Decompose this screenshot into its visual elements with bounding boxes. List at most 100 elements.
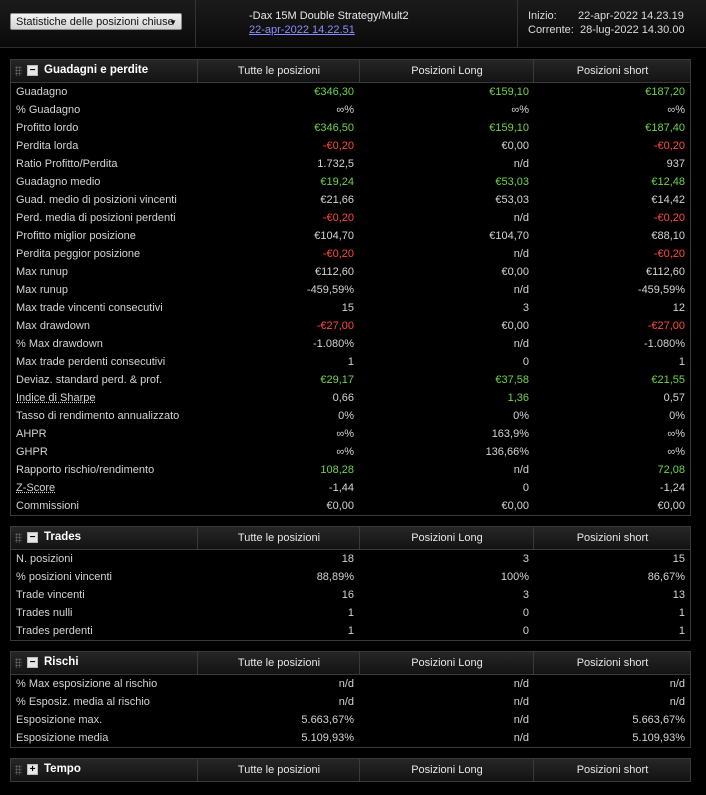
cell-short: -1.080% — [644, 338, 685, 350]
table-row: Indice di Sharpe 0,66 1,36 0,57 — [11, 389, 690, 407]
cell-short: €187,20 — [645, 86, 685, 98]
cell-short: 5.663,67% — [632, 714, 685, 726]
start-value: 22-apr-2022 14.23.19 — [578, 10, 684, 22]
drag-handle-icon[interactable] — [15, 533, 22, 543]
cell-short: €0,00 — [657, 500, 685, 512]
table-row: Esposizione max. 5.663,67% n/d 5.663,67% — [11, 711, 690, 729]
column-header-long[interactable]: Posizioni Long — [359, 759, 534, 781]
cell-long: n/d — [513, 212, 529, 224]
cell-long: n/d — [513, 284, 529, 296]
statistics-type-dropdown[interactable]: Statistiche delle posizioni chiuse ▼ — [10, 13, 182, 30]
cell-short: ∞% — [667, 104, 685, 116]
cell-all: n/d — [338, 696, 354, 708]
cell-all: -459,59% — [306, 284, 354, 296]
risks-panel: − Rischi Tutte le posizioni Posizioni Lo… — [10, 651, 691, 748]
drag-handle-icon[interactable] — [15, 765, 22, 775]
cell-short: -€0,20 — [653, 248, 685, 260]
cell-long: n/d — [513, 338, 529, 350]
cell-all: €112,60 — [315, 266, 354, 278]
column-header-short[interactable]: Posizioni short — [533, 60, 691, 82]
panel-title: Rischi — [44, 656, 79, 668]
cell-long: €0,00 — [501, 266, 529, 278]
row-label: Perdita lorda — [16, 140, 79, 152]
column-header-all[interactable]: Tutte le posizioni — [197, 652, 360, 674]
cell-all: €29,17 — [320, 374, 354, 386]
table-row: Profitto lordo €346,50 €159,10 €187,40 — [11, 119, 690, 137]
column-header-short[interactable]: Posizioni short — [533, 759, 691, 781]
column-header-all[interactable]: Tutte le posizioni — [197, 527, 360, 549]
cell-long: 163,9% — [491, 428, 529, 440]
cell-long: €159,10 — [489, 86, 529, 98]
cell-long: 3 — [522, 553, 529, 565]
cell-all: €0,00 — [326, 500, 354, 512]
divider — [195, 0, 196, 47]
cell-all: -€0,20 — [322, 212, 354, 224]
cell-all: -€0,20 — [322, 248, 354, 260]
cell-long: ∞% — [511, 104, 529, 116]
cell-long: 0 — [522, 482, 529, 494]
cell-all: -€0,20 — [322, 140, 354, 152]
collapse-icon[interactable]: − — [27, 657, 38, 668]
row-label: AHPR — [16, 428, 47, 440]
table-row: Trade vincenti 16 3 13 — [11, 586, 690, 604]
row-label: Profitto lordo — [16, 122, 79, 134]
column-header-all[interactable]: Tutte le posizioni — [197, 60, 360, 82]
table-row: Max trade vincenti consecutivi 15 3 12 — [11, 299, 690, 317]
panel-header: − Rischi Tutte le posizioni Posizioni Lo… — [11, 652, 690, 675]
top-bar: Statistiche delle posizioni chiuse ▼ -Da… — [0, 0, 706, 48]
collapse-icon[interactable]: − — [27, 532, 38, 543]
table-row: Commissioni €0,00 €0,00 €0,00 — [11, 497, 690, 515]
panel-title: Trades — [44, 531, 82, 543]
drag-handle-icon[interactable] — [15, 66, 22, 76]
cell-all: 5.663,67% — [301, 714, 354, 726]
expand-icon[interactable]: + — [27, 764, 38, 775]
cell-long: 3 — [522, 589, 529, 601]
strategy-date-link[interactable]: 22-apr-2022 14.22.51 — [249, 24, 355, 36]
row-label: Max runup — [16, 266, 68, 278]
cell-all: €346,30 — [314, 86, 354, 98]
row-label: Esposizione media — [16, 732, 109, 744]
cell-all: -€27,00 — [316, 320, 354, 332]
table-row: Max runup €112,60 €0,00 €112,60 — [11, 263, 690, 281]
row-label[interactable]: Z-Score — [16, 482, 56, 494]
row-label: Max trade perdenti consecutivi — [16, 356, 166, 368]
cell-all: 5.109,93% — [301, 732, 354, 744]
cell-all: 1 — [347, 356, 354, 368]
cell-short: €88,10 — [651, 230, 685, 242]
cell-short: -1,24 — [659, 482, 685, 494]
cell-short: -459,59% — [637, 284, 685, 296]
row-label: N. posizioni — [16, 553, 73, 565]
row-label: Commissioni — [16, 500, 79, 512]
cell-long: 1,36 — [507, 392, 529, 404]
collapse-icon[interactable]: − — [27, 65, 38, 76]
cell-all: €104,70 — [314, 230, 354, 242]
cell-long: n/d — [513, 696, 529, 708]
column-header-long[interactable]: Posizioni Long — [359, 60, 534, 82]
row-label: GHPR — [16, 446, 48, 458]
column-header-short[interactable]: Posizioni short — [533, 652, 691, 674]
drag-handle-icon[interactable] — [15, 658, 22, 668]
column-header-short[interactable]: Posizioni short — [533, 527, 691, 549]
cell-short: 13 — [672, 589, 685, 601]
panel-header: + Tempo Tutte le posizioni Posizioni Lon… — [11, 759, 690, 781]
cell-all: ∞% — [336, 104, 354, 116]
column-header-long[interactable]: Posizioni Long — [359, 652, 534, 674]
table-row: Max drawdown -€27,00 €0,00 -€27,00 — [11, 317, 690, 335]
dropdown-label: Statistiche delle posizioni chiuse — [16, 16, 174, 28]
table-row: Max trade perdenti consecutivi 1 0 1 — [11, 353, 690, 371]
cell-short: €12,48 — [651, 176, 685, 188]
cell-short: -€27,00 — [647, 320, 685, 332]
column-header-long[interactable]: Posizioni Long — [359, 527, 534, 549]
cell-short: €21,55 — [651, 374, 685, 386]
row-label: Guad. medio di posizioni vincenti — [16, 194, 177, 206]
row-label[interactable]: Indice di Sharpe — [16, 392, 96, 404]
column-header-all[interactable]: Tutte le posizioni — [197, 759, 360, 781]
row-label: Deviaz. standard perd. & prof. — [16, 374, 163, 386]
table-row: Perdita lorda -€0,20 €0,00 -€0,20 — [11, 137, 690, 155]
row-label: Guadagno medio — [16, 176, 101, 188]
cell-all: €19,24 — [320, 176, 354, 188]
table-row: Perd. media di posizioni perdenti -€0,20 n… — [11, 209, 690, 227]
cell-long: €104,70 — [489, 230, 529, 242]
row-label: % Max esposizione al rischio — [16, 678, 158, 690]
current-label: Corrente: — [528, 24, 574, 36]
